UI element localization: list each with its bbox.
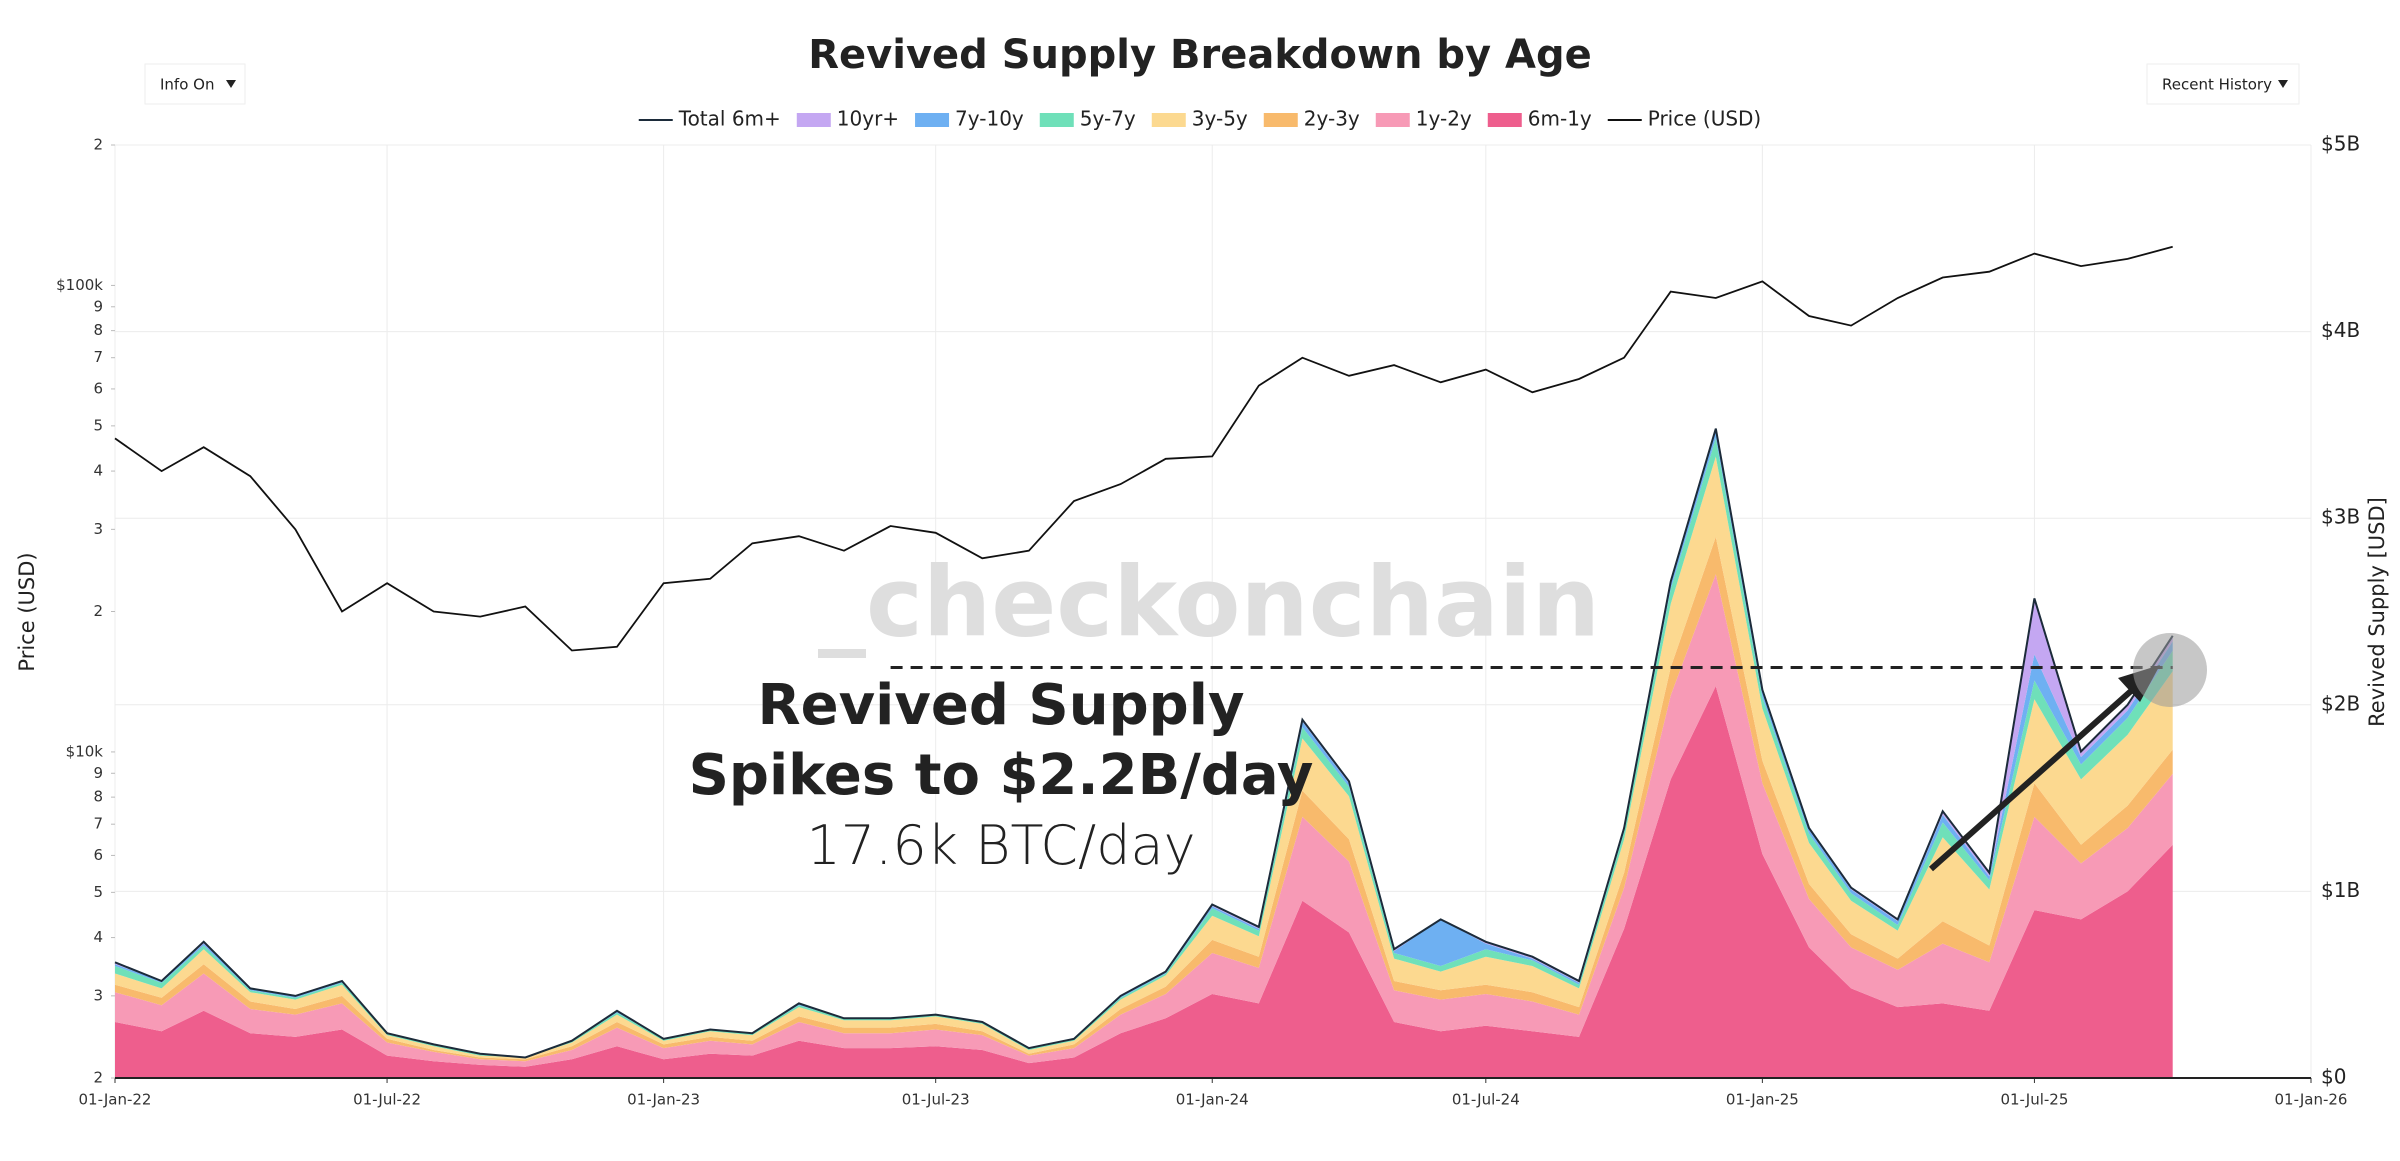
- legend-label: 5y-7y: [1080, 107, 1136, 131]
- y2-axis-title: Revived Supply [USD]: [2365, 497, 2389, 727]
- legend-swatch: [1487, 113, 1522, 127]
- watermark: _checkonchain: [818, 546, 1600, 658]
- y-tick-label: 5: [93, 416, 103, 434]
- y-tick-label: 6: [93, 846, 103, 864]
- highlight-circle: [2133, 633, 2207, 707]
- annotation-line: 17.6k BTC/day: [806, 814, 1195, 877]
- line: [114, 245, 2173, 652]
- legend-swatch: [1039, 113, 1074, 127]
- area: [115, 574, 2173, 1067]
- legend-label: Price (USD): [1648, 107, 1762, 131]
- y2-tick-label: $2B: [2321, 691, 2360, 715]
- annotations: Revived Supply Spikes to $2.2B/day 17.6k…: [689, 633, 2207, 877]
- x-tick-label: 01-Jan-23: [627, 1091, 700, 1109]
- x-tick-label: 01-Jan-25: [1726, 1091, 1799, 1109]
- legend-item[interactable]: 1y-2y: [1375, 107, 1472, 131]
- history-button-label[interactable]: Recent History: [2162, 76, 2272, 94]
- area: [115, 686, 2173, 1078]
- y-tick-label: 5: [93, 883, 103, 901]
- legend-label: 3y-5y: [1192, 107, 1248, 131]
- y-tick-label: 7: [93, 348, 103, 366]
- y-tick-label: 2: [93, 1069, 103, 1087]
- history-button-box[interactable]: [2146, 63, 2300, 105]
- info-button-label[interactable]: Info On: [160, 76, 214, 94]
- x-tick-label: 01-Jan-24: [1176, 1091, 1249, 1109]
- y-tick-label: 8: [93, 321, 103, 339]
- y-tick-label: 4: [93, 462, 103, 480]
- legend-label: 6m-1y: [1528, 107, 1592, 131]
- legend-item[interactable]: 3y-5y: [1151, 107, 1248, 131]
- legend-swatch: [915, 113, 950, 127]
- y-tick-label: 4: [93, 928, 103, 946]
- y-tick-label: 9: [93, 297, 103, 315]
- y2-tick-label: $0: [2321, 1065, 2346, 1089]
- x-tick-label: 01-Jul-23: [902, 1091, 970, 1109]
- lines: [114, 245, 2174, 1059]
- chart-title: Revived Supply Breakdown by Age: [808, 32, 1592, 78]
- y-tick-label: 3: [93, 986, 103, 1004]
- legend-label: 7y-10y: [955, 107, 1024, 131]
- legend-item[interactable]: 5y-7y: [1039, 107, 1136, 131]
- x-tick-label: 01-Jul-22: [353, 1091, 421, 1109]
- legend-item[interactable]: 6m-1y: [1487, 107, 1592, 131]
- y2-tick-label: $3B: [2321, 505, 2360, 529]
- y2-tick-label: $1B: [2321, 878, 2360, 902]
- y-tick-label: 2: [93, 602, 103, 620]
- legend-item[interactable]: 10yr+: [796, 107, 899, 131]
- legend-swatch: [1263, 113, 1298, 127]
- y-tick-label: 2: [93, 136, 103, 154]
- legend-item[interactable]: 2y-3y: [1263, 107, 1360, 131]
- legend-swatch: [1375, 113, 1410, 127]
- y-tick-label: 8: [93, 788, 103, 806]
- legend: Total 6m+ 10yr+ 7y-10y 5y-7y 3y-5y 2y-3y 1y-2y…: [638, 107, 1762, 131]
- y-tick-label: 7: [93, 815, 103, 833]
- history-button[interactable]: Recent History: [2146, 63, 2300, 105]
- legend-label: 1y-2y: [1416, 107, 1472, 131]
- legend-label: 10yr+: [837, 107, 899, 131]
- arrow-shaft: [1929, 680, 2142, 872]
- legend-swatch: [796, 113, 831, 127]
- y-axis-title: Price (USD): [15, 552, 39, 671]
- y-tick-label: $100k: [56, 276, 103, 294]
- legend-swatch: [1151, 113, 1186, 127]
- area: [115, 456, 2173, 1060]
- annotation-line: Revived Supply: [758, 673, 1245, 738]
- legend-item[interactable]: 7y-10y: [915, 107, 1024, 131]
- x-tick-label: 01-Jul-25: [2000, 1091, 2068, 1109]
- legend-item[interactable]: Total 6m+: [638, 107, 781, 131]
- y2-tick-label: $4B: [2321, 318, 2360, 342]
- areas: [115, 428, 2173, 1078]
- x-tick-label: 01-Jan-22: [79, 1091, 152, 1109]
- dropdown-arrow[interactable]: [2278, 80, 2288, 88]
- x-tick-label: 01-Jul-24: [1452, 1091, 1520, 1109]
- info-button[interactable]: Info On: [144, 63, 246, 105]
- y-tick-label: 6: [93, 379, 103, 397]
- x-tick-label: 01-Jan-26: [2275, 1091, 2348, 1109]
- dropdown-arrow[interactable]: [226, 80, 236, 88]
- annotation-line: Spikes to $2.2B/day: [689, 743, 1314, 808]
- y-tick-label: $10k: [66, 742, 104, 760]
- axes: 01-Jan-22 01-Jul-22 01-Jan-23 01-Jul-23 01-J…: [56, 132, 2360, 1109]
- legend-label: Total 6m+: [678, 107, 781, 131]
- info-button-box[interactable]: [144, 63, 246, 105]
- line: [114, 428, 2174, 1059]
- legend-item[interactable]: Price (USD): [1607, 107, 1762, 131]
- y-tick-label: 9: [93, 764, 103, 782]
- legend-label: 2y-3y: [1304, 107, 1360, 131]
- y-tick-label: 3: [93, 520, 103, 538]
- y2-tick-label: $5B: [2321, 132, 2360, 156]
